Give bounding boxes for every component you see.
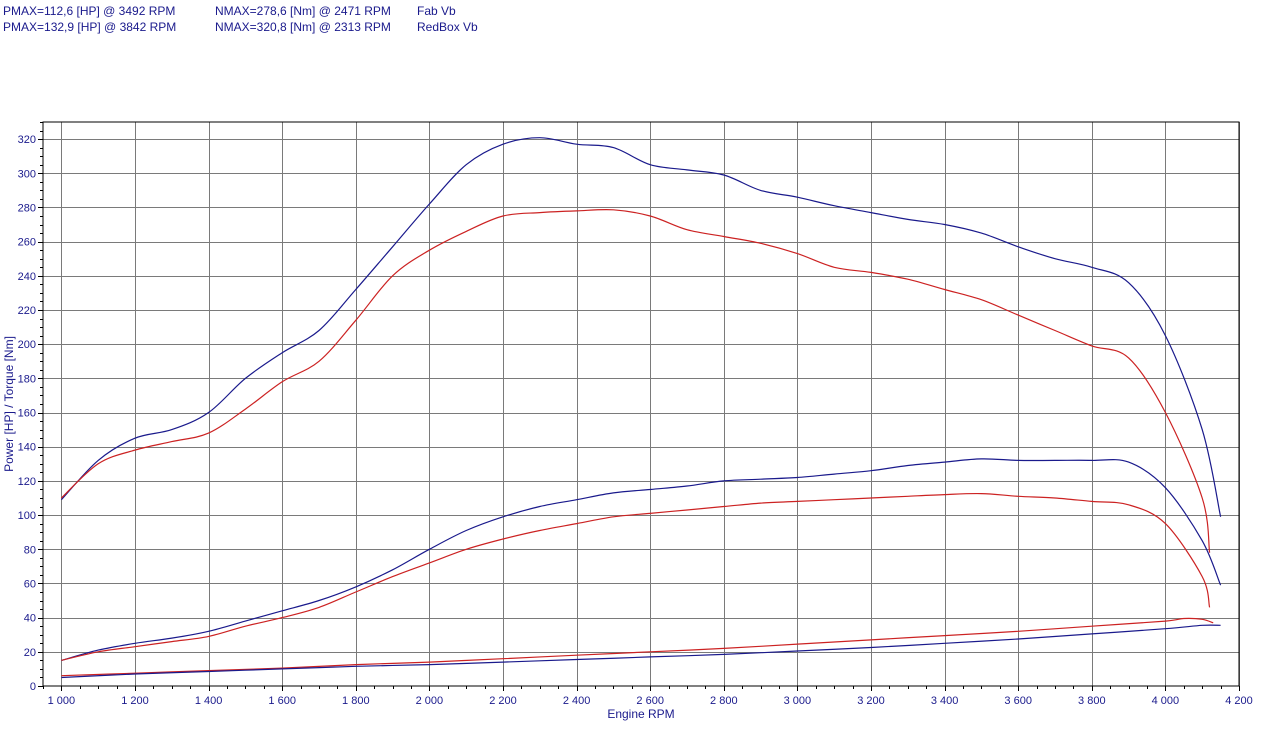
y-tick-label: 240 [18,271,36,283]
x-tick-label: 3 600 [1004,695,1032,707]
y-tick-labels: 0 20 40 60 80 100 120 140 160 180 200 220 240 260 280 3… [18,134,36,693]
grid [43,122,1240,686]
x-tick-label: 2 600 [636,695,664,707]
y-tick-label: 80 [24,544,36,556]
fab-power-line [61,492,1211,661]
y-tick-label: 160 [18,408,36,420]
fab-run-name: Fab Vb [417,4,456,18]
y-tick-label: 140 [18,442,36,454]
y-tick-label: 100 [18,510,36,522]
fab-pmax-text: PMAX=112,6 [HP] @ 3492 RPM [3,4,176,18]
x-tick-label: 1 200 [121,695,149,707]
y-tick-label: 300 [18,168,36,180]
x-tick-label: 1 400 [195,695,223,707]
x-tick-label: 2 200 [489,695,517,707]
redbox-loss-line [61,624,1221,679]
x-tick-label: 4 200 [1225,695,1253,707]
x-tick-label: 2 800 [710,695,738,707]
redbox-torque-line [60,137,1222,517]
x-tick-label: 1 800 [342,695,370,707]
y-tick-label: 260 [18,237,36,249]
redbox-pmax-text: PMAX=132,9 [HP] @ 3842 RPM [3,20,177,34]
x-tick-labels: 1 000 1 200 1 400 1 600 1 800 2 000 2 200 2 400… [48,695,1253,707]
y-tick-label: 60 [24,578,36,590]
plot-frame [42,121,1240,687]
fab-nmax-text: NMAX=278,6 [Nm] @ 2471 RPM [215,4,391,18]
y-tick-label: 40 [24,613,36,625]
x-tick-label: 3 200 [857,695,885,707]
y-tick-label: 200 [18,339,36,351]
x-tick-label: 3 400 [931,695,959,707]
x-tick-label: 1 000 [48,695,76,707]
y-tick-label: 120 [18,476,36,488]
y-axis-title: Power [HP] / Torque [Nm] [2,336,16,472]
x-tick-label: 1 600 [268,695,296,707]
y-tick-label: 0 [30,681,36,693]
fab-loss-line [61,617,1214,677]
y-tick-label: 20 [24,647,36,659]
redbox-power-line [61,458,1222,661]
redbox-nmax-text: NMAX=320,8 [Nm] @ 2313 RPM [215,20,391,34]
plot-area [43,122,1239,686]
x-tick-label: 3 000 [784,695,812,707]
x-tick-label: 3 800 [1078,695,1106,707]
series-lines [60,137,1222,679]
y-tick-label: 320 [18,134,36,146]
x-tick-label: 2 400 [563,695,591,707]
x-tick-label: 2 000 [416,695,444,707]
y-tick-label: 220 [18,305,36,317]
fab-torque-line [60,208,1211,553]
x-tick-label: 4 000 [1152,695,1180,707]
x-axis-title: Engine RPM [607,707,674,721]
y-tick-label: 180 [18,373,36,385]
y-tick-label: 280 [18,202,36,214]
redbox-run-name: RedBox Vb [417,20,478,34]
